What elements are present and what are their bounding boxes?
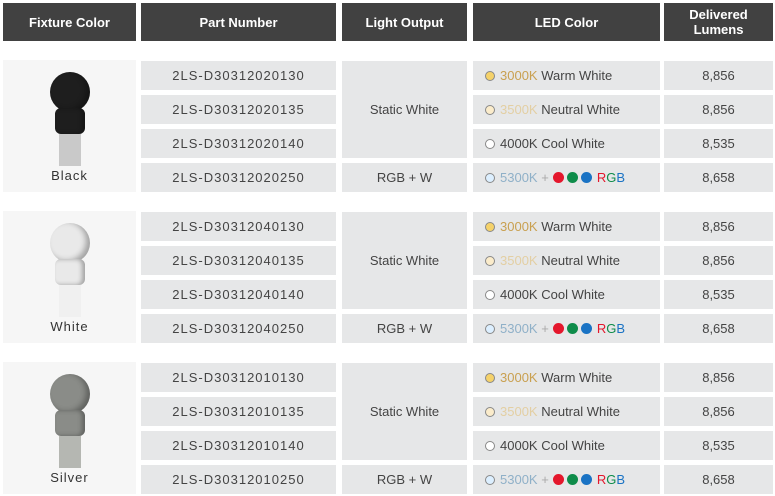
red-dot-icon: [552, 323, 564, 334]
cool-dot-icon: [485, 138, 495, 149]
header-part-number: Part Number: [141, 3, 336, 41]
warm-dot-icon: [485, 372, 495, 383]
fixture-cell: White: [3, 211, 136, 343]
part-number-cell: 2LS-D30312020135: [141, 95, 336, 124]
lumens-cell: 8,856: [664, 246, 773, 275]
part-number-cell: 2LS-D30312010130: [141, 363, 336, 392]
blue-dot-icon: [580, 474, 592, 485]
header-fixture-color: Fixture Color: [3, 3, 136, 41]
part-number-cell: 2LS-D30312040250: [141, 314, 336, 343]
lumens-cell: 8,658: [664, 314, 773, 343]
cool-dot-icon: [485, 440, 495, 451]
light-output-cell: RGB + W: [342, 163, 467, 192]
lumens-cell: 8,535: [664, 431, 773, 460]
green-dot-icon: [566, 172, 578, 183]
neutral-dot-icon: [485, 406, 495, 417]
led-color-cell: 3000K Warm White: [473, 363, 660, 392]
lumens-cell: 8,856: [664, 212, 773, 241]
led-color-cell: 3500K Neutral White: [473, 246, 660, 275]
lumens-cell: 8,856: [664, 95, 773, 124]
blue-dot-icon: [580, 323, 592, 334]
led-color-cell: 5300K + R G B: [473, 465, 660, 494]
red-dot-icon: [552, 172, 564, 183]
5300k-dot-icon: [485, 172, 495, 183]
fixture-group: Black 2LS-D30312020130 8,856 3000K Warm Wh…: [0, 60, 775, 193]
fixture-cell: Silver: [3, 362, 136, 494]
lumens-cell: 8,535: [664, 129, 773, 158]
fixture-group: Silver 2LS-D30312010130 8,856 3000K Warm W…: [0, 362, 775, 495]
part-number-cell: 2LS-D30312040135: [141, 246, 336, 275]
warm-dot-icon: [485, 221, 495, 232]
led-color-cell: 4000K Cool White: [473, 431, 660, 460]
lumens-cell: 8,856: [664, 363, 773, 392]
light-output-cell: Static White: [342, 212, 467, 309]
lumens-cell: 8,535: [664, 280, 773, 309]
part-number-cell: 2LS-D30312010140: [141, 431, 336, 460]
part-number-cell: 2LS-D30312020130: [141, 61, 336, 90]
light-output-cell: Static White: [342, 61, 467, 158]
red-dot-icon: [552, 474, 564, 485]
fixture-color-label: White: [50, 319, 89, 334]
fixture-group: White 2LS-D30312040130 8,856 3000K Warm Wh…: [0, 211, 775, 344]
part-number-cell: 2LS-D30312040140: [141, 280, 336, 309]
header-light-output: Light Output: [342, 3, 467, 41]
header-delivered-lumens: Delivered Lumens: [664, 3, 773, 41]
lumens-cell: 8,658: [664, 163, 773, 192]
fixture-image: [49, 223, 90, 319]
led-color-cell: 3500K Neutral White: [473, 95, 660, 124]
part-number-cell: 2LS-D30312020140: [141, 129, 336, 158]
fixture-color-label: Silver: [50, 470, 89, 485]
5300k-dot-icon: [485, 474, 495, 485]
fixture-cell: Black: [3, 60, 136, 192]
green-dot-icon: [566, 323, 578, 334]
part-number-cell: 2LS-D30312010250: [141, 465, 336, 494]
led-color-cell: 4000K Cool White: [473, 129, 660, 158]
lumens-cell: 8,856: [664, 397, 773, 426]
light-output-cell: RGB + W: [342, 314, 467, 343]
led-color-cell: 3000K Warm White: [473, 212, 660, 241]
light-output-cell: RGB + W: [342, 465, 467, 494]
header-led-color: LED Color: [473, 3, 660, 41]
light-output-cell: Static White: [342, 363, 467, 460]
neutral-dot-icon: [485, 255, 495, 266]
warm-dot-icon: [485, 70, 495, 81]
led-color-cell: 5300K + R G B: [473, 314, 660, 343]
part-number-cell: 2LS-D30312020250: [141, 163, 336, 192]
green-dot-icon: [566, 474, 578, 485]
fixture-image: [49, 374, 90, 470]
led-color-cell: 5300K + R G B: [473, 163, 660, 192]
5300k-dot-icon: [485, 323, 495, 334]
part-number-cell: 2LS-D30312010135: [141, 397, 336, 426]
blue-dot-icon: [580, 172, 592, 183]
cool-dot-icon: [485, 289, 495, 300]
part-number-cell: 2LS-D30312040130: [141, 212, 336, 241]
fixture-color-label: Black: [51, 168, 88, 183]
lumens-cell: 8,658: [664, 465, 773, 494]
led-color-cell: 3000K Warm White: [473, 61, 660, 90]
led-color-cell: 4000K Cool White: [473, 280, 660, 309]
fixture-image: [49, 72, 90, 168]
led-color-cell: 3500K Neutral White: [473, 397, 660, 426]
neutral-dot-icon: [485, 104, 495, 115]
lumens-cell: 8,856: [664, 61, 773, 90]
